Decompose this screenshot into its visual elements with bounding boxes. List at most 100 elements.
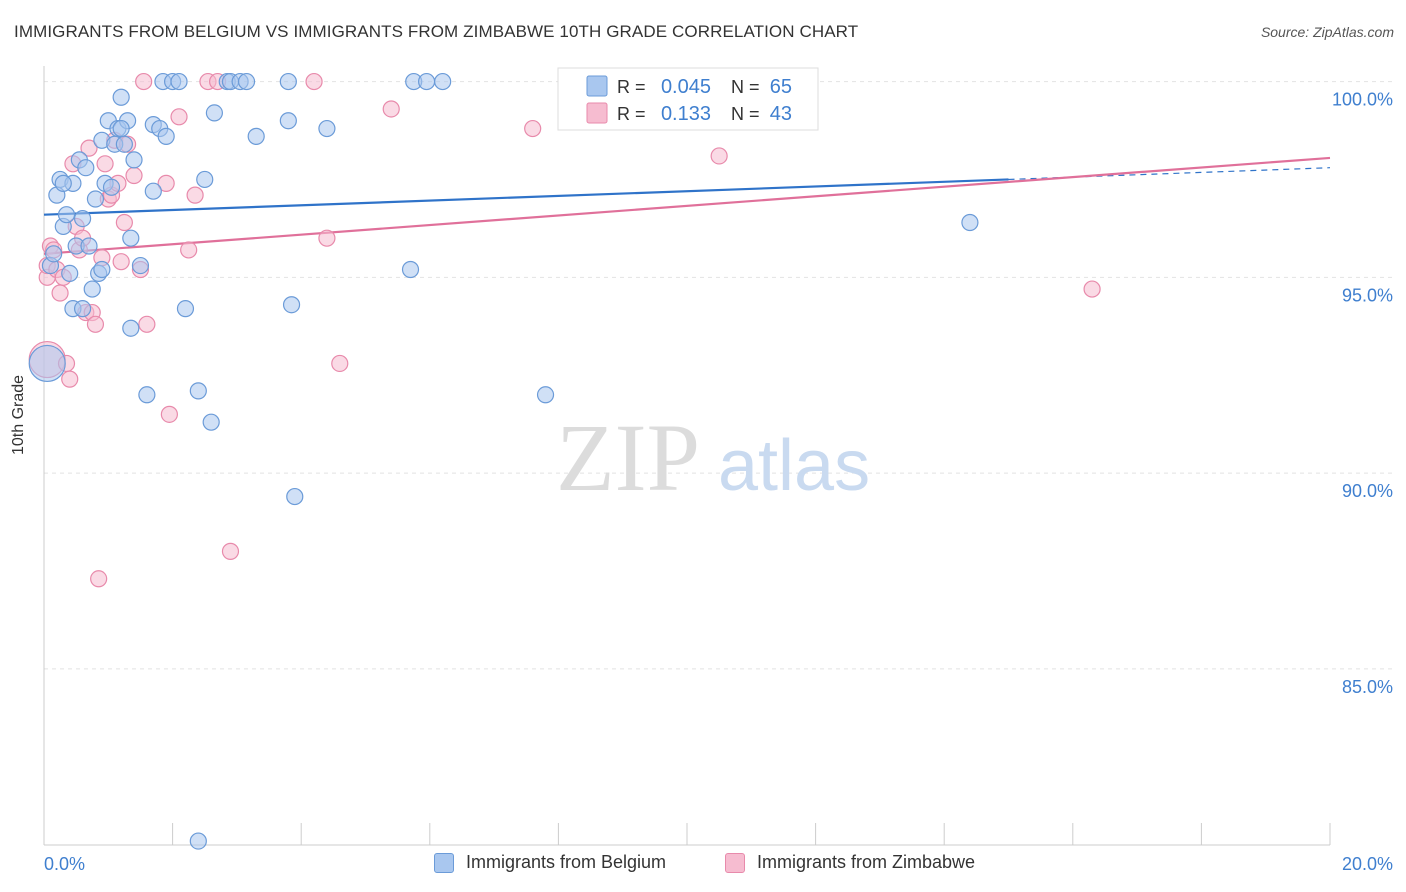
- belgium-point: [189, 832, 207, 850]
- zimbabwe-point: [61, 370, 79, 388]
- zimbabwe-point: [160, 405, 178, 423]
- belgium-swatch: [434, 852, 454, 873]
- watermark: ZIP atlas: [556, 404, 870, 511]
- zimbabwe-point: [157, 174, 175, 192]
- x-tick-label-min: 0.0%: [44, 854, 85, 874]
- zimbabwe-point: [524, 119, 542, 138]
- belgium-point: [73, 300, 92, 318]
- belgium-n-label: N =: [731, 77, 760, 97]
- zimbabwe-point: [710, 147, 728, 165]
- zimbabwe-point: [51, 284, 69, 302]
- belgium-point: [112, 88, 130, 106]
- y-tick-label: 90.0%: [1342, 481, 1393, 501]
- legend-label-belgium: Immigrants from Belgium: [466, 852, 667, 872]
- zimbabwe-point: [115, 213, 133, 232]
- belgium-point: [122, 229, 140, 247]
- x-tick-label-max: 20.0%: [1342, 854, 1393, 874]
- zimbabwe-point: [86, 315, 105, 333]
- zimbabwe-point: [180, 241, 198, 259]
- belgium-point: [157, 127, 175, 145]
- y-tick-label: 85.0%: [1342, 677, 1393, 697]
- zimbabwe-swatch: [725, 852, 745, 873]
- zimbabwe-r-value: 0.133: [661, 103, 711, 125]
- belgium-point: [83, 280, 101, 298]
- belgium-point: [54, 174, 72, 192]
- grid-lines: [44, 81, 1392, 670]
- belgium-point: [45, 245, 63, 263]
- belgium-trend-line: [43, 178, 1009, 216]
- belgium-point: [536, 386, 555, 404]
- belgium-point: [80, 237, 98, 255]
- zimbabwe-point: [112, 253, 130, 271]
- belgium-point: [28, 344, 66, 383]
- zimbabwe-point: [90, 570, 108, 588]
- zimbabwe-point: [96, 155, 114, 173]
- belgium-point: [144, 182, 162, 200]
- belgium-point: [86, 190, 105, 208]
- zimbabwe-point: [382, 100, 400, 118]
- watermark-zip: ZIP: [556, 404, 700, 511]
- zimbabwe-point: [221, 542, 240, 560]
- zimbabwe-point: [125, 166, 143, 185]
- belgium-point: [434, 72, 452, 91]
- belgium-point: [196, 170, 214, 189]
- trend-lines: [43, 156, 1331, 255]
- legend-item-zimbabwe[interactable]: Immigrants from Zimbabwe: [725, 852, 975, 873]
- belgium-point: [77, 159, 95, 177]
- belgium-n-value: 65: [770, 76, 792, 98]
- chart-source: Source: ZipAtlas.com: [1260, 24, 1394, 40]
- zimbabwe-point: [80, 139, 98, 157]
- zimbabwe-point: [135, 72, 153, 91]
- tick-labels: 85.0% 90.0% 95.0% 100.0% 0.0% 20.0%: [44, 90, 1393, 874]
- zimbabwe-n-label: N =: [731, 104, 760, 124]
- belgium-r-value: 0.045: [661, 76, 711, 98]
- y-tick-label: 95.0%: [1342, 285, 1393, 305]
- belgium-point: [961, 213, 979, 232]
- belgium-point: [73, 210, 92, 228]
- belgium-point: [57, 206, 76, 224]
- belgium-point: [417, 72, 436, 91]
- belgium-point: [282, 296, 301, 314]
- belgium-point: [247, 127, 265, 145]
- belgium-point: [102, 178, 121, 196]
- chart-title: IMMIGRANTS FROM BELGIUM VS IMMIGRANTS FR…: [14, 22, 859, 41]
- belgium-point: [286, 487, 304, 506]
- y-tick-label: 100.0%: [1332, 90, 1393, 110]
- belgium-point: [122, 319, 140, 337]
- belgium-point: [93, 260, 111, 279]
- belgium-point: [176, 300, 195, 318]
- zimbabwe-trend-line: [43, 156, 1331, 255]
- belgium-point: [131, 256, 150, 275]
- axes: [43, 66, 1331, 846]
- belgium-point: [125, 151, 143, 169]
- belgium-r-label: R =: [617, 77, 646, 97]
- zimbabwe-point: [331, 354, 349, 373]
- zimbabwe-point: [170, 108, 188, 126]
- belgium-point: [202, 413, 220, 431]
- belgium-point: [112, 119, 130, 138]
- zimbabwe-r-label: R =: [617, 104, 646, 124]
- zimbabwe-n-value: 43: [770, 103, 792, 125]
- belgium-point: [318, 119, 336, 138]
- belgium-trend-extension: [1008, 167, 1331, 181]
- belgium-point: [401, 260, 420, 279]
- belgium-point: [279, 72, 297, 91]
- zimbabwe-point: [138, 315, 156, 333]
- series-legend: Immigrants from Belgium Immigrants from …: [0, 852, 1406, 878]
- data-points: [28, 72, 1101, 850]
- belgium-point: [205, 104, 223, 122]
- zimbabwe-point: [305, 72, 323, 91]
- belgium-point: [61, 264, 79, 283]
- zimbabwe-stats-swatch: [586, 102, 608, 124]
- belgium-point: [237, 72, 256, 91]
- belgium-point: [115, 135, 133, 153]
- legend-item-belgium[interactable]: Immigrants from Belgium: [434, 852, 666, 873]
- watermark-atlas: atlas: [718, 426, 870, 506]
- belgium-point: [138, 386, 156, 404]
- belgium-point: [170, 72, 188, 91]
- zimbabwe-point: [1083, 280, 1101, 298]
- zimbabwe-point: [318, 229, 336, 247]
- zimbabwe-point: [186, 186, 204, 204]
- legend-label-zimbabwe: Immigrants from Zimbabwe: [757, 852, 976, 872]
